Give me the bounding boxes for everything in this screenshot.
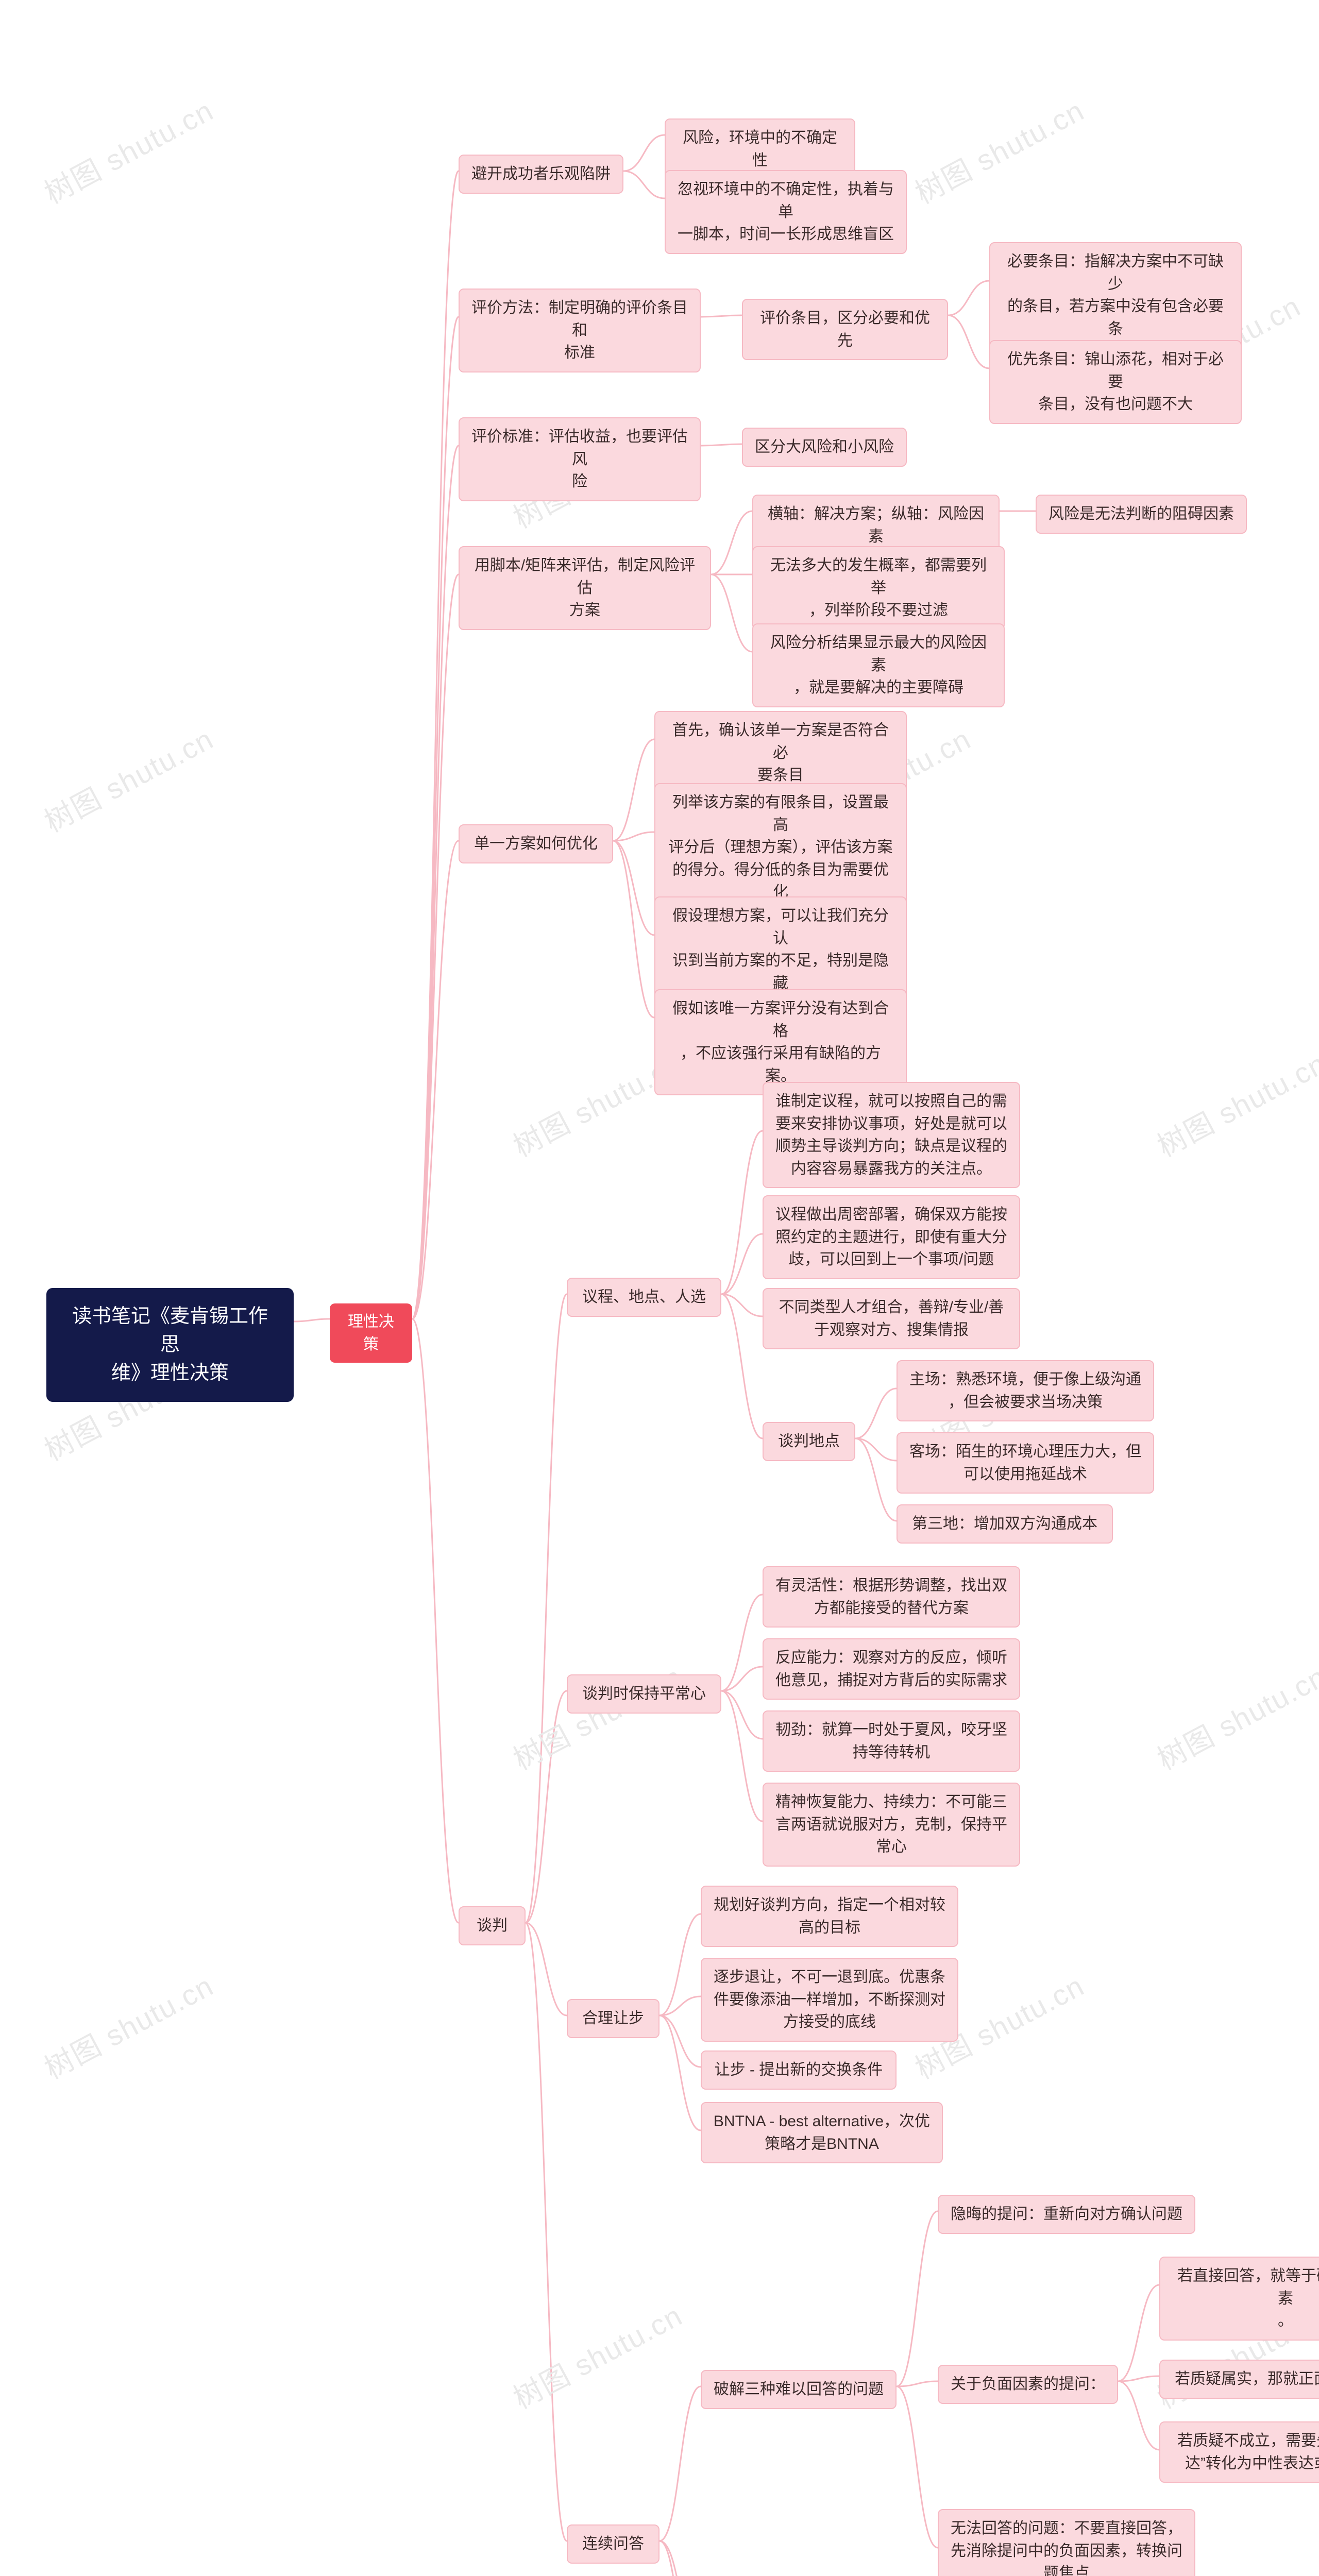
edge-f1d-f1d1 [855,1388,897,1438]
edge-l1-e [412,841,459,1319]
edge-f1d-f1d3 [855,1438,897,1521]
edge-f41b-f41b1 [1118,2285,1159,2381]
edge-f3-f3c [660,2015,701,2067]
node-f1a[interactable]: 谁制定议程，就可以按照自己的需 要来安排协议事项，好处是就可以 顺势主导谈判方向… [763,1082,1020,1188]
node-e4[interactable]: 假如该唯一方案评分没有达到合格 ，不应该强行采用有缺陷的方案。 [654,989,907,1095]
node-f41b3[interactable]: 若质疑不成立，需要先把“贬义表 达”转化为中性表达或褒义表达 [1159,2421,1319,2483]
node-root[interactable]: 读书笔记《麦肯锡工作思 维》理性决策 [46,1288,294,1402]
node-f3c[interactable]: 让步 - 提出新的交换条件 [701,2050,897,2090]
node-l1[interactable]: 理性决策 [330,1303,412,1363]
node-f3a[interactable]: 规划好谈判方向，指定一个相对较 高的目标 [701,1886,958,1947]
node-f1c[interactable]: 不同类型人才组合，善辩/专业/善 于观察对方、搜集情报 [763,1288,1020,1349]
node-e1[interactable]: 首先，确认该单一方案是否符合必 要条目 [654,711,907,795]
node-b1[interactable]: 评价条目，区分必要和优先 [742,299,948,360]
edge-f4-f42 [660,2541,701,2576]
edge-l1-d [412,574,459,1319]
edge-d-d3 [711,574,752,652]
watermark: 树图 shutu.cn [505,1654,689,1778]
edge-f2-f2c [721,1691,763,1739]
watermark: 树图 shutu.cn [36,1963,220,2087]
node-f1b[interactable]: 议程做出周密部署，确保双方能按 照约定的主题进行，即使有重大分 歧，可以回到上一… [763,1195,1020,1279]
edge-a-a2 [623,171,665,198]
edge-f4-f43 [660,2541,701,2576]
node-f1d2[interactable]: 客场：陌生的环境心理压力大，但 可以使用拖延战术 [897,1432,1154,1494]
node-f41a[interactable]: 隐晦的提问：重新向对方确认问题 [938,2195,1195,2234]
edge-e-e3 [613,841,654,935]
edge-b-b1 [701,315,742,317]
node-c1[interactable]: 区分大风险和小风险 [742,428,907,467]
node-c[interactable]: 评价标准：评估收益，也要评估风 险 [459,417,701,501]
node-f41[interactable]: 破解三种难以回答的问题 [701,2370,897,2409]
node-d2[interactable]: 无法多大的发生概率，都需要列举 ，列举阶段不要过滤 [752,546,1005,630]
node-f1d1[interactable]: 主场：熟悉环境，便于像上级沟通 ，但会被要求当场决策 [897,1360,1154,1421]
edge-f-f2 [526,1691,567,1923]
node-d1a[interactable]: 风险是无法判断的阻碍因素 [1036,495,1247,534]
edge-d-d1 [711,511,752,574]
edge-l1-a [412,171,459,1319]
watermark: 树图 shutu.cn [505,2293,689,2417]
watermark: 树图 shutu.cn [36,88,220,212]
node-d[interactable]: 用脚本/矩阵来评估，制定风险评估 方案 [459,546,711,630]
watermark: 树图 shutu.cn [1149,1654,1319,1778]
edge-l1-f [412,1319,459,1923]
edge-f1-f1a [721,1131,763,1294]
node-a[interactable]: 避开成功者乐观陷阱 [459,155,623,194]
node-f3b[interactable]: 逐步退让，不可一退到底。优惠条 件要像添油一样增加，不断探测对 方接受的底线 [701,1958,958,2042]
node-f1d3[interactable]: 第三地：增加双方沟通成本 [897,1504,1113,1544]
edge-f41b-f41b3 [1118,2381,1159,2450]
node-f1d[interactable]: 谈判地点 [763,1422,855,1461]
node-f41b2[interactable]: 若质疑属实，那就正面回答 [1159,2360,1319,2399]
node-f2d[interactable]: 精神恢复能力、持续力：不可能三 言两语就说服对方，克制，保持平 常心 [763,1783,1020,1867]
watermark: 树图 shutu.cn [907,88,1091,212]
edge-f2-f2b [721,1667,763,1691]
edge-f41b-f41b2 [1118,2376,1159,2381]
node-f3[interactable]: 合理让步 [567,1999,660,2038]
node-d3[interactable]: 风险分析结果显示最大的风险因素 ，就是要解决的主要障碍 [752,623,1005,707]
edge-e-e1 [613,739,654,841]
edge-f2-f2a [721,1595,763,1691]
node-f1[interactable]: 议程、地点、人选 [567,1278,721,1317]
edge-f2-f2d [721,1691,763,1821]
edge-f3-f3b [660,1996,701,2015]
watermark: 树图 shutu.cn [36,716,220,840]
node-b[interactable]: 评价方法：制定明确的评价条目和 标准 [459,289,701,372]
edge-f1-f1c [721,1294,763,1316]
watermark: 树图 shutu.cn [1149,1041,1319,1165]
edge-f4-f41 [660,2386,701,2541]
mindmap-canvas: 树图 shutu.cn 树图 shutu.cn 树图 shutu.cn 树图 shut… [0,0,1319,2576]
edge-f1d-f1d2 [855,1438,897,1461]
edge-b1-b1b [948,315,989,368]
edge-f1-f1d [721,1294,763,1438]
node-f[interactable]: 谈判 [459,1906,526,1945]
node-e[interactable]: 单一方案如何优化 [459,824,613,863]
edge-root-l1 [294,1319,330,1321]
edge-f3-f3d [660,2015,701,2130]
node-f41c[interactable]: 无法回答的问题：不要直接回答， 先消除提问中的负面因素，转换问 题焦点 [938,2509,1195,2576]
edge-f41-f41c [897,2386,938,2548]
edge-e-e2 [613,832,654,841]
edge-c-c1 [701,444,742,446]
node-f2[interactable]: 谈判时保持平常心 [567,1674,721,1714]
edge-e-e4 [613,841,654,1018]
edge-a-a1 [623,135,665,171]
edge-f41-f41a [897,2211,938,2386]
edge-f-f1 [526,1294,567,1923]
edge-l1-c [412,446,459,1319]
edge-f1-f1b [721,1234,763,1294]
node-f2b[interactable]: 反应能力：观察对方的反应，倾听 他意见，捕捉对方背后的实际需求 [763,1638,1020,1700]
edge-f41-f41b [897,2381,938,2386]
edge-l1-b [412,317,459,1319]
node-f2a[interactable]: 有灵活性：根据形势调整，找出双 方都能接受的替代方案 [763,1566,1020,1628]
node-f41b[interactable]: 关于负面因素的提问： [938,2365,1118,2404]
node-a2[interactable]: 忽视环境中的不确定性，执着与单 一脚本，时间一长形成思维盲区 [665,170,907,254]
node-f41b1[interactable]: 若直接回答，就等于确认负面因素 。 [1159,2257,1319,2341]
edge-b1-b1a [948,281,989,315]
node-b1b[interactable]: 优先条目：锦山添花，相对于必要 条目，没有也问题不大 [989,340,1242,424]
edge-f3-f3a [660,1914,701,2015]
edge-f-f4 [526,1923,567,2541]
node-f3d[interactable]: BNTNA - best alternative，次优 策略才是BNTNA [701,2102,943,2163]
edge-f-f3 [526,1923,567,2015]
node-f2c[interactable]: 韧劲：就算一时处于夏风，咬牙坚 持等待转机 [763,1710,1020,1772]
node-f4[interactable]: 连续问答 [567,2524,660,2564]
